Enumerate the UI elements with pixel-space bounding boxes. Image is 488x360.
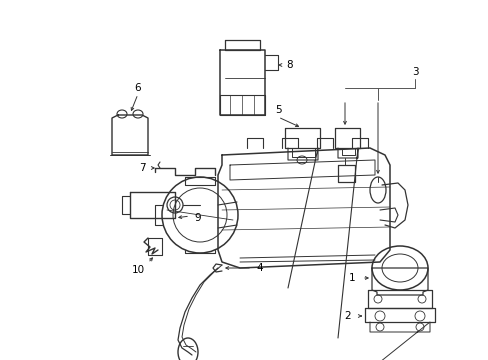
Text: 8: 8	[286, 60, 293, 70]
Text: 5: 5	[274, 105, 281, 115]
Text: 7: 7	[139, 163, 145, 173]
Text: 6: 6	[134, 83, 141, 93]
Text: 1: 1	[348, 273, 355, 283]
Text: 3: 3	[411, 67, 417, 77]
Text: 9: 9	[194, 213, 201, 223]
Text: 2: 2	[344, 311, 350, 321]
Text: 10: 10	[131, 265, 144, 275]
Text: 4: 4	[256, 263, 263, 273]
